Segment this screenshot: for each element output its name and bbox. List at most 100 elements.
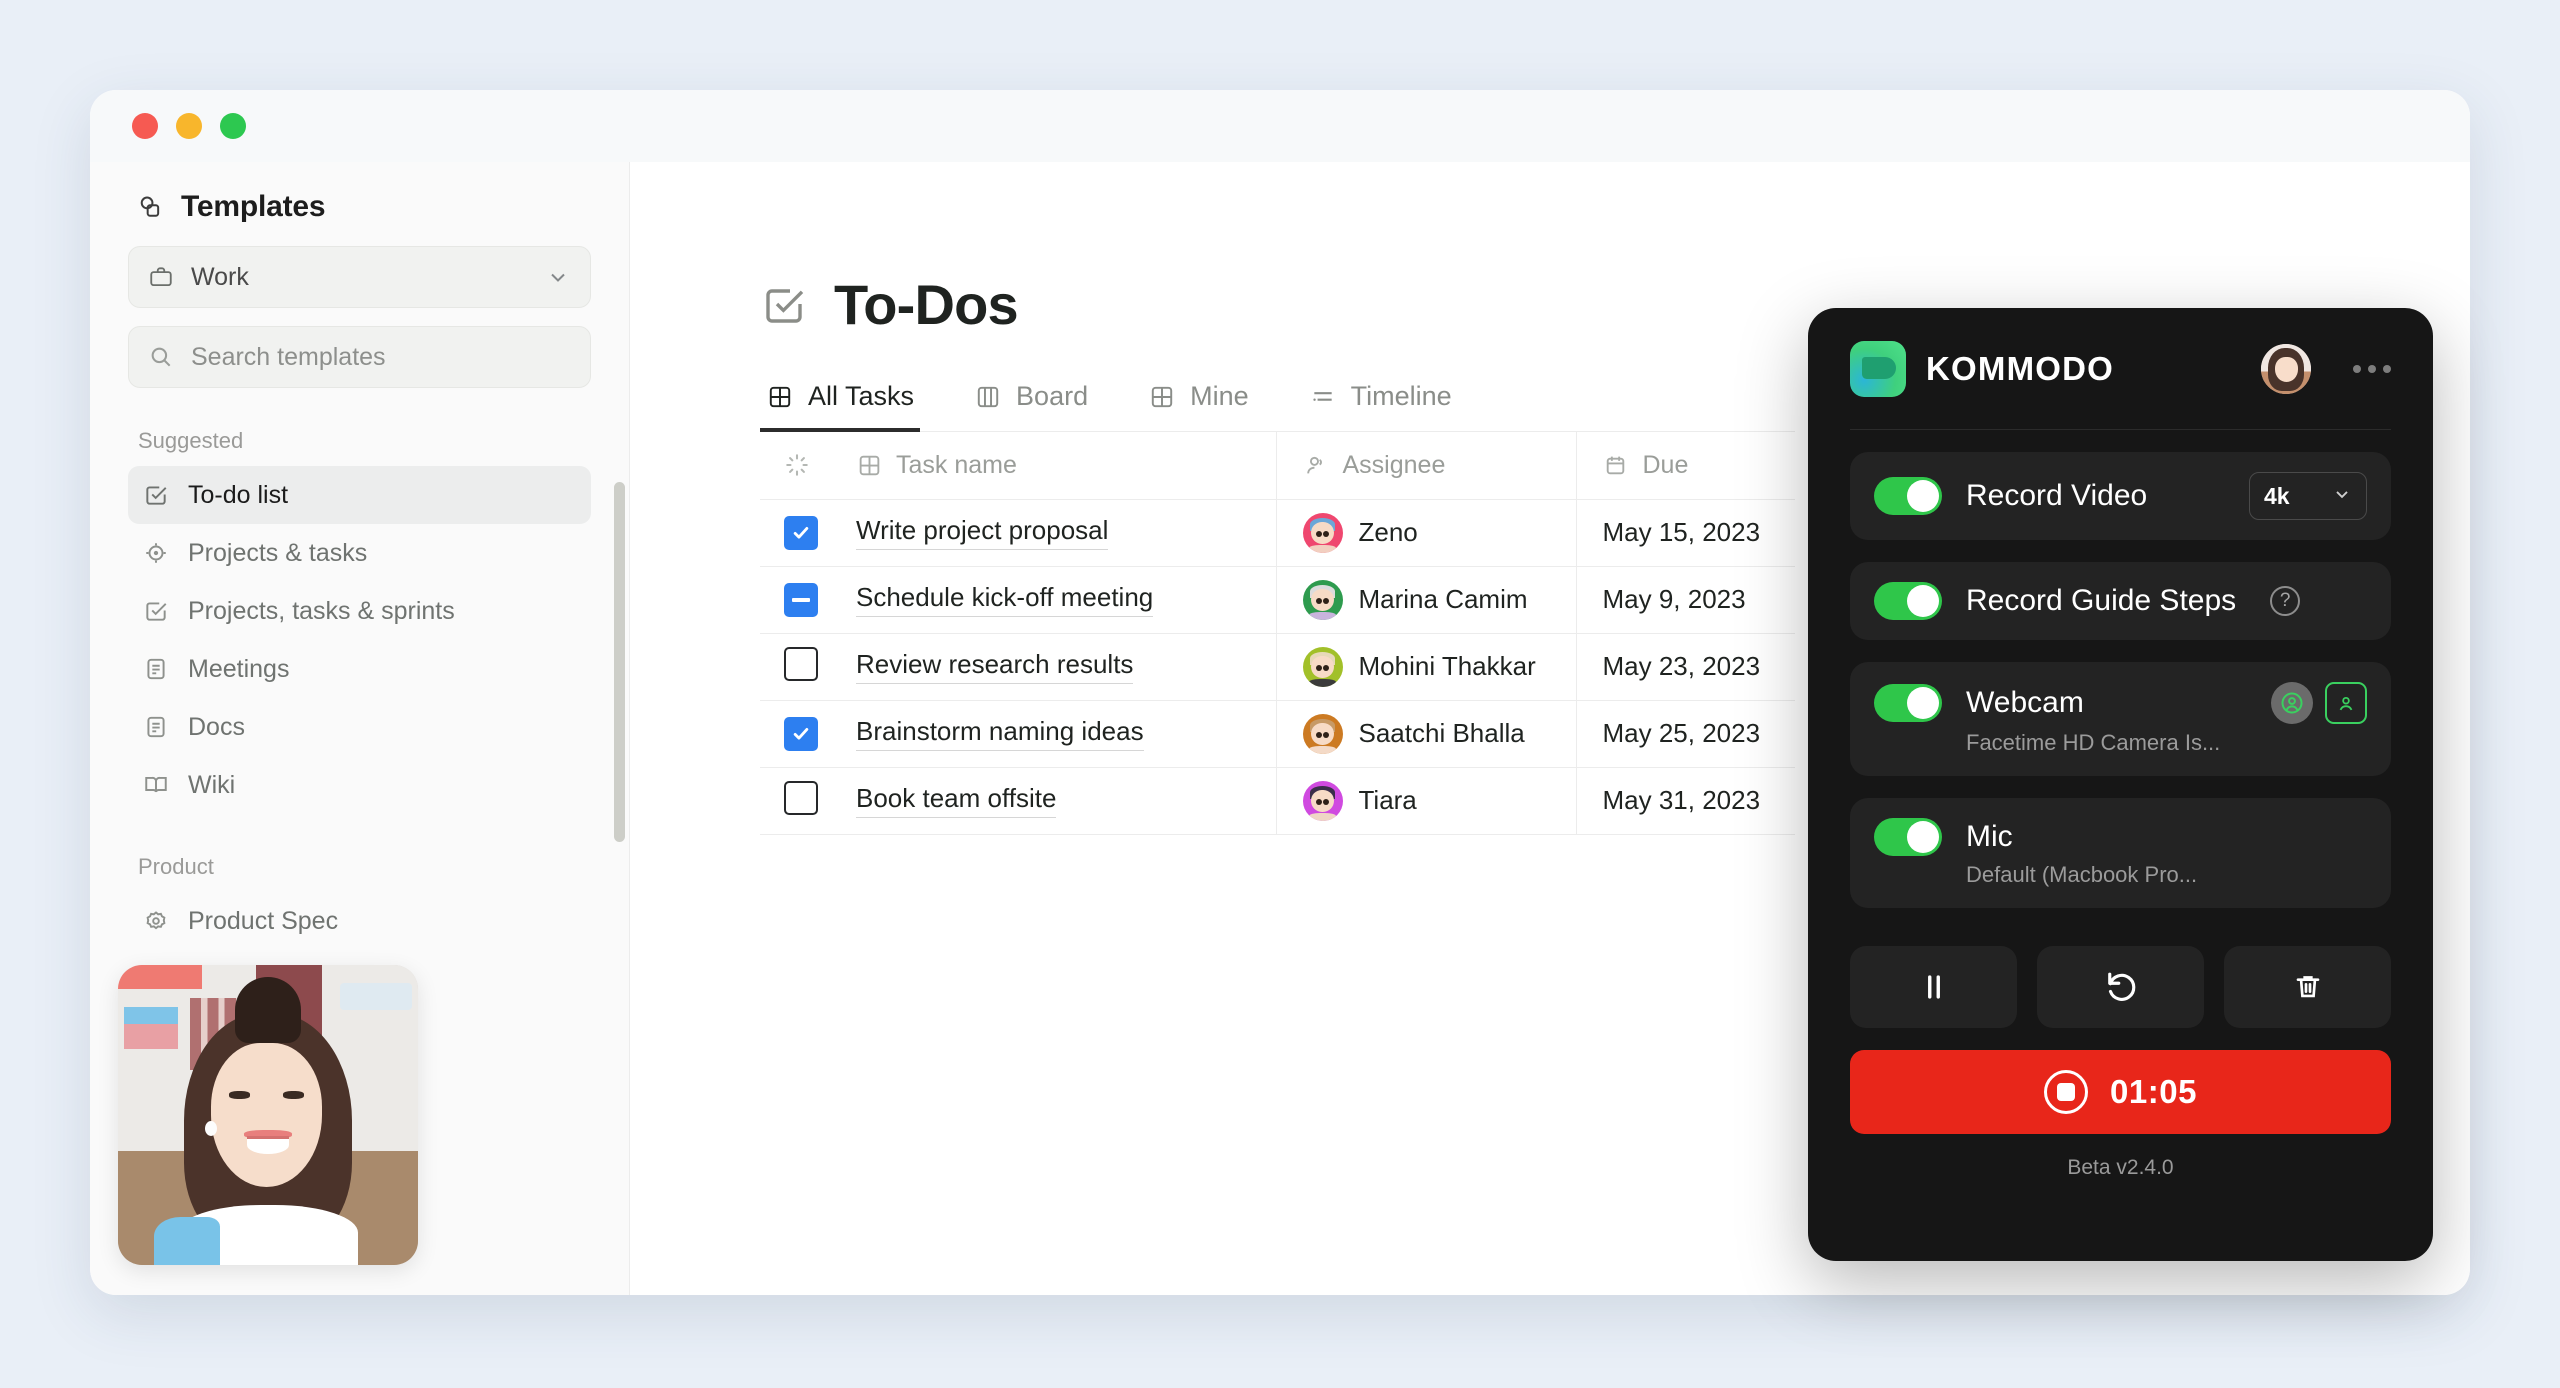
briefcase-icon: [147, 263, 175, 291]
task-checkbox[interactable]: [784, 716, 818, 751]
webcam-shape-circle-button[interactable]: [2271, 682, 2313, 724]
row-assignee-cell[interactable]: Tiara: [1276, 767, 1577, 835]
ellipsis-icon[interactable]: [2353, 364, 2391, 373]
record-timer: 01:05: [2110, 1073, 2197, 1110]
sidebar-item-label: Meetings: [188, 654, 290, 683]
row-checkbox-cell[interactable]: [760, 700, 856, 768]
row-assignee-cell[interactable]: Mohini Thakkar: [1276, 633, 1577, 701]
table-row[interactable]: Brainstorm naming ideas Saatchi Bhalla: [760, 700, 1795, 768]
row-assignee-cell[interactable]: Marina Camim: [1276, 566, 1577, 634]
sidebar-item-docs[interactable]: Docs: [128, 698, 591, 756]
webcam-label: Webcam: [1966, 686, 2084, 719]
row-task-name-cell[interactable]: Book team offsite: [856, 767, 1277, 835]
tab-timeline[interactable]: Timeline: [1303, 381, 1458, 432]
traffic-light-buttons: [132, 113, 246, 139]
mic-toggle[interactable]: [1874, 818, 1942, 856]
delete-button[interactable]: [2224, 946, 2391, 1028]
tab-board[interactable]: Board: [968, 381, 1094, 432]
workspace-selector[interactable]: Work: [128, 246, 591, 308]
task-name[interactable]: Review research results: [856, 649, 1134, 684]
column-header-status[interactable]: [760, 432, 856, 500]
webcam-toggle[interactable]: [1874, 684, 1942, 722]
task-checkbox[interactable]: [784, 647, 818, 681]
avatar: [1302, 713, 1343, 754]
due-date: May 23, 2023: [1602, 651, 1761, 681]
loading-spinner-icon: [784, 452, 810, 478]
calendar-icon: [1603, 452, 1629, 478]
table-row[interactable]: Write project proposal Zeno: [760, 499, 1795, 567]
row-checkbox-cell[interactable]: [760, 566, 856, 634]
page-title: To-Dos: [834, 273, 1019, 336]
table-row[interactable]: Book team offsite Tiara: [760, 767, 1795, 835]
column-header-task-name[interactable]: Task name: [856, 432, 1277, 500]
record-video-toggle[interactable]: [1874, 477, 1942, 515]
record-guide-steps-toggle[interactable]: [1874, 582, 1942, 620]
tab-all-tasks[interactable]: All Tasks: [760, 381, 921, 432]
sidebar-item-product-spec[interactable]: Product Spec: [128, 892, 591, 950]
pause-button[interactable]: [1850, 946, 2017, 1028]
document-icon: [142, 713, 170, 741]
task-checkbox[interactable]: [784, 582, 818, 617]
row-task-name-cell[interactable]: Review research results: [856, 633, 1277, 701]
section-label-suggested: Suggested: [138, 428, 244, 453]
row-due-cell[interactable]: May 23, 2023: [1576, 633, 1795, 701]
minimize-button[interactable]: [176, 113, 202, 139]
setting-mic: Mic Default (Macbook Pro...: [1850, 798, 2391, 908]
table-row[interactable]: Schedule kick-off meeting Marina Camim: [760, 566, 1795, 634]
task-name[interactable]: Schedule kick-off meeting: [856, 582, 1154, 617]
recorder-header: KOMMODO: [1850, 308, 2391, 430]
row-checkbox-cell[interactable]: [760, 767, 856, 835]
sidebar-item-projects-tasks[interactable]: Projects & tasks: [128, 524, 591, 582]
due-date: May 9, 2023: [1602, 584, 1746, 614]
document-icon: [142, 655, 170, 683]
help-icon[interactable]: ?: [2270, 586, 2301, 616]
sidebar-scrollbar[interactable]: [614, 482, 625, 842]
row-task-name-cell[interactable]: Schedule kick-off meeting: [856, 566, 1277, 634]
webcam-preview[interactable]: [118, 965, 418, 1265]
row-due-cell[interactable]: May 15, 2023: [1576, 499, 1795, 567]
column-header-due[interactable]: Due: [1576, 432, 1795, 500]
row-task-name-cell[interactable]: Write project proposal: [856, 499, 1277, 567]
search-placeholder: Search templates: [191, 342, 386, 371]
table-row[interactable]: Review research results Mohini Thakkar: [760, 633, 1795, 701]
row-due-cell[interactable]: May 25, 2023: [1576, 700, 1795, 768]
row-checkbox-cell[interactable]: [760, 633, 856, 701]
sidebar-item-meetings[interactable]: Meetings: [128, 640, 591, 698]
column-header-assignee[interactable]: Assignee: [1276, 432, 1577, 500]
sidebar-item-projects-tasks-sprints[interactable]: Projects, tasks & sprints: [128, 582, 591, 640]
row-assignee-cell[interactable]: Saatchi Bhalla: [1276, 700, 1577, 768]
row-task-name-cell[interactable]: Brainstorm naming ideas: [856, 700, 1277, 768]
kommodo-recorder-panel: KOMMODO Record Video 4k: [1808, 308, 2433, 1261]
view-tabs: All Tasks Board: [760, 381, 1795, 432]
row-due-cell[interactable]: May 9, 2023: [1576, 566, 1795, 634]
webcam-shape-square-button[interactable]: [2325, 682, 2367, 724]
task-name[interactable]: Write project proposal: [856, 515, 1109, 550]
version-label: Beta v2.4.0: [2067, 1156, 2174, 1179]
avatar: [1302, 512, 1343, 553]
search-templates-input[interactable]: Search templates: [128, 326, 591, 388]
user-avatar[interactable]: [2261, 343, 2311, 394]
row-checkbox-cell[interactable]: [760, 499, 856, 567]
sidebar-item-label: Wiki: [188, 770, 236, 799]
stop-record-icon: [2044, 1070, 2089, 1114]
maximize-button[interactable]: [220, 113, 246, 139]
person-icon: [1303, 452, 1329, 478]
avatar: [1302, 646, 1343, 687]
task-checkbox[interactable]: [784, 515, 818, 550]
task-checkbox[interactable]: [784, 781, 818, 815]
timeline-icon: [1309, 383, 1337, 411]
record-stop-button[interactable]: 01:05: [1850, 1050, 2391, 1134]
chevron-down-icon[interactable]: [544, 263, 572, 291]
close-button[interactable]: [132, 113, 158, 139]
row-assignee-cell[interactable]: Zeno: [1276, 499, 1577, 567]
tab-mine[interactable]: Mine: [1142, 381, 1255, 432]
task-name[interactable]: Brainstorm naming ideas: [856, 716, 1144, 751]
avatar: [1302, 780, 1343, 821]
row-due-cell[interactable]: May 31, 2023: [1576, 767, 1795, 835]
sidebar-item-wiki[interactable]: Wiki: [128, 756, 591, 814]
quality-select[interactable]: 4k: [2249, 472, 2367, 520]
restart-button[interactable]: [2037, 946, 2204, 1028]
sidebar-item-label: Projects & tasks: [188, 538, 368, 567]
sidebar-item-to-do-list[interactable]: To-do list: [128, 466, 591, 524]
task-name[interactable]: Book team offsite: [856, 783, 1057, 818]
